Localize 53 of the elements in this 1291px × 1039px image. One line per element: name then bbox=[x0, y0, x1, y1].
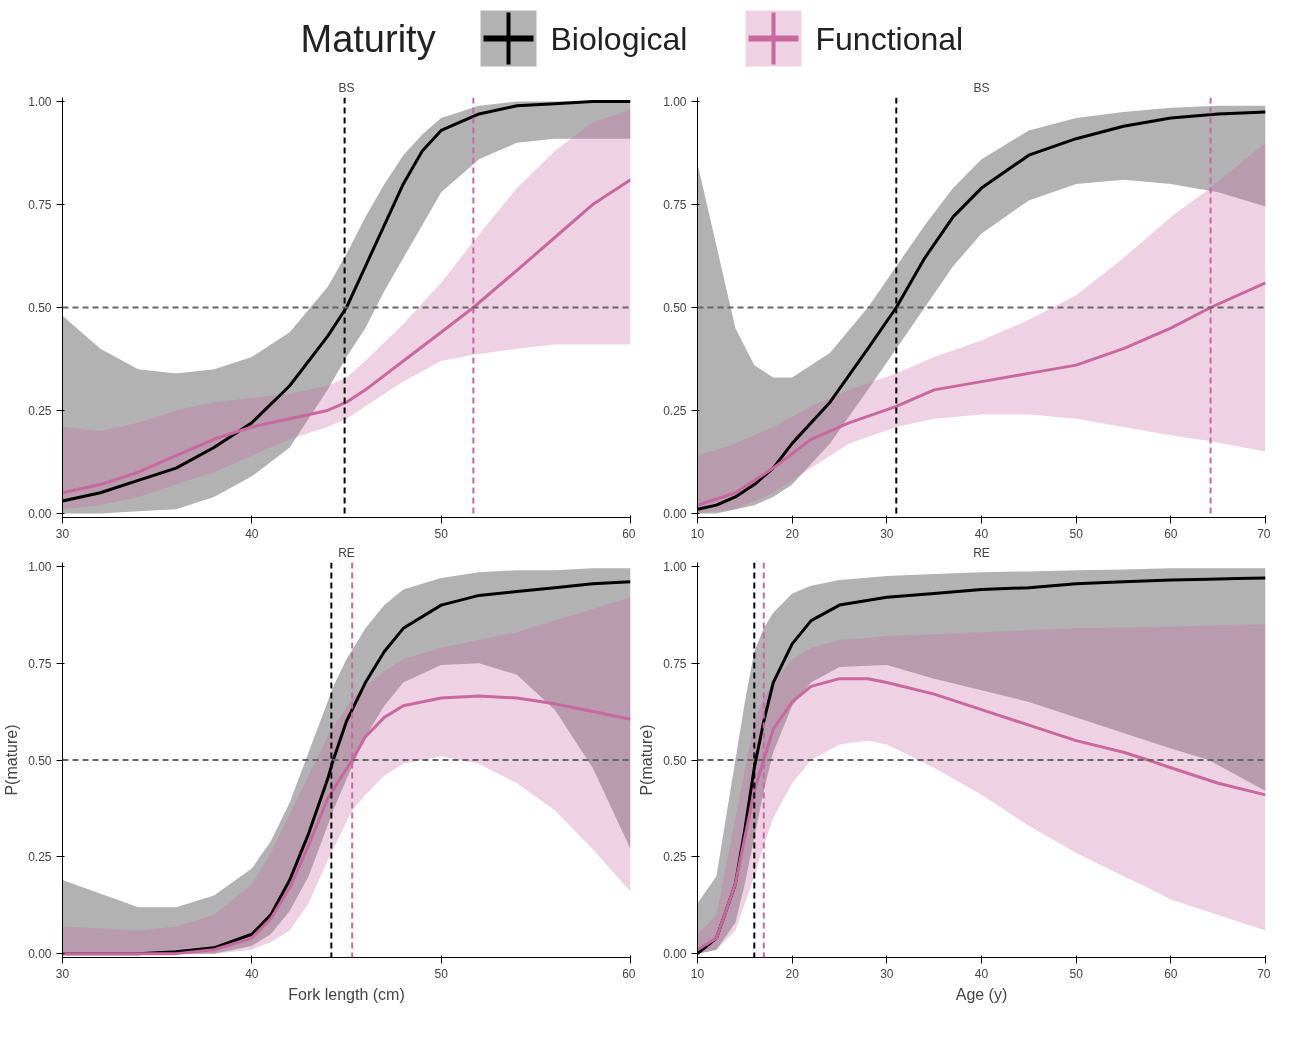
chart-title: BS bbox=[338, 80, 355, 95]
y-tick-label: 1.00 bbox=[663, 95, 687, 110]
x-tick-label: 60 bbox=[622, 966, 636, 981]
x-axis-title: Fork length (cm) bbox=[288, 985, 405, 1003]
chart-title: RE bbox=[973, 545, 990, 560]
y-tick-label: 0.75 bbox=[663, 198, 687, 213]
x-tick-label: 50 bbox=[1069, 526, 1084, 541]
chart-title: BS bbox=[973, 80, 990, 95]
x-tick-label: 70 bbox=[1257, 966, 1271, 981]
x-tick-label: 30 bbox=[880, 966, 894, 981]
y-axis-title: P(mature) bbox=[638, 724, 656, 796]
x-tick-label: 60 bbox=[1164, 526, 1178, 541]
legend-title: Maturity bbox=[300, 17, 436, 60]
x-tick-label: 30 bbox=[55, 966, 70, 981]
y-tick-label: 0.00 bbox=[28, 947, 52, 962]
x-tick-label: 70 bbox=[1257, 526, 1271, 541]
y-tick-label: 0.25 bbox=[28, 850, 52, 865]
x-tick-label: 10 bbox=[690, 966, 705, 981]
y-tick-label: 0.25 bbox=[663, 403, 687, 418]
chart-title: RE bbox=[338, 545, 355, 560]
x-tick-label: 50 bbox=[434, 966, 449, 981]
x-tick-label: 20 bbox=[785, 526, 800, 541]
y-tick-label: 0.00 bbox=[28, 506, 52, 521]
x-tick-label: 30 bbox=[55, 526, 70, 541]
y-tick-label: 1.00 bbox=[28, 95, 52, 110]
x-axis-title: Age (y) bbox=[955, 985, 1008, 1003]
x-tick-label: 40 bbox=[974, 526, 989, 541]
x-tick-label: 10 bbox=[690, 526, 705, 541]
y-tick-label: 1.00 bbox=[663, 559, 687, 574]
y-tick-label: 0.50 bbox=[663, 301, 687, 315]
x-tick-label: 20 bbox=[785, 966, 800, 981]
legend-label: Biological bbox=[550, 20, 688, 57]
y-tick-label: 0.00 bbox=[663, 506, 687, 521]
y-tick-label: 1.00 bbox=[28, 559, 52, 574]
y-tick-label: 0.75 bbox=[663, 656, 687, 671]
x-tick-label: 30 bbox=[880, 526, 894, 541]
y-tick-label: 0.25 bbox=[663, 850, 687, 865]
x-tick-label: 40 bbox=[245, 966, 259, 981]
legend-label: Functional bbox=[815, 20, 964, 57]
y-tick-label: 0.50 bbox=[28, 753, 52, 768]
y-axis-title: P(mature) bbox=[3, 724, 21, 796]
y-tick-label: 0.75 bbox=[28, 198, 52, 213]
x-tick-label: 40 bbox=[245, 526, 259, 541]
y-tick-label: 0.50 bbox=[28, 301, 52, 315]
y-tick-label: 0.25 bbox=[28, 403, 52, 418]
y-tick-label: 0.75 bbox=[28, 656, 52, 671]
x-tick-label: 50 bbox=[1069, 966, 1084, 981]
y-tick-label: 0.50 bbox=[663, 753, 687, 768]
x-tick-label: 60 bbox=[1164, 966, 1178, 981]
x-tick-label: 40 bbox=[974, 966, 989, 981]
x-tick-label: 60 bbox=[622, 526, 636, 541]
x-tick-label: 50 bbox=[434, 526, 449, 541]
y-tick-label: 0.00 bbox=[663, 947, 687, 962]
